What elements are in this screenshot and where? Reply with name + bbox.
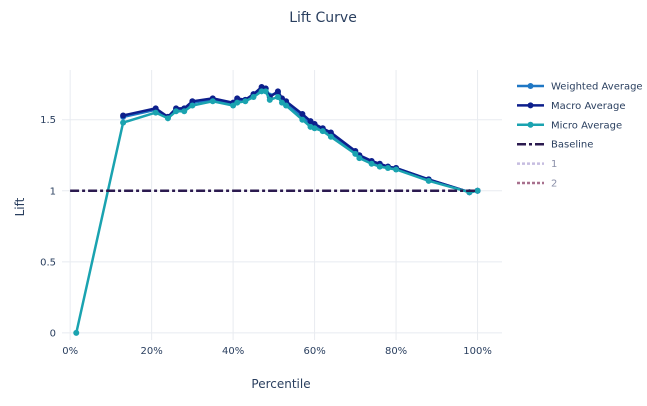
data-point bbox=[368, 160, 375, 167]
x-tick-label: 40% bbox=[222, 346, 244, 357]
data-point bbox=[73, 329, 80, 336]
legend-label: Baseline bbox=[551, 140, 593, 151]
data-point bbox=[250, 94, 257, 100]
data-point bbox=[120, 112, 127, 119]
legend-marker bbox=[527, 121, 534, 128]
y-tick-label: 1 bbox=[50, 186, 56, 197]
legend-item[interactable]: Weighted Average bbox=[517, 82, 643, 93]
data-point bbox=[283, 102, 290, 109]
data-point bbox=[384, 165, 391, 172]
data-point bbox=[327, 133, 334, 140]
data-point bbox=[242, 98, 249, 105]
legend-item[interactable]: Micro Average bbox=[517, 120, 622, 131]
data-point bbox=[120, 119, 127, 126]
chart-title: Lift Curve bbox=[289, 10, 357, 26]
legend-label: Macro Average bbox=[551, 101, 626, 112]
data-point bbox=[262, 88, 269, 95]
series-layer bbox=[70, 84, 481, 336]
data-point bbox=[299, 111, 306, 118]
data-point bbox=[393, 166, 400, 173]
data-point bbox=[319, 128, 326, 135]
data-point bbox=[152, 109, 159, 116]
data-point bbox=[173, 108, 180, 115]
data-point bbox=[189, 102, 196, 109]
data-point bbox=[274, 88, 281, 95]
data-point bbox=[274, 94, 281, 100]
data-point bbox=[266, 96, 273, 103]
data-point bbox=[327, 129, 334, 136]
series-micro-average bbox=[73, 88, 481, 336]
legend-label: 2 bbox=[551, 179, 557, 190]
legend-item[interactable]: Baseline bbox=[517, 140, 593, 151]
y-tick-label: 1.5 bbox=[40, 115, 56, 126]
legend-label: Micro Average bbox=[551, 120, 622, 131]
data-point bbox=[209, 98, 216, 105]
legend-item[interactable]: Macro Average bbox=[517, 101, 626, 112]
x-tick-label: 60% bbox=[303, 346, 325, 357]
legend-item[interactable]: 1 bbox=[517, 159, 557, 170]
data-point bbox=[356, 155, 363, 162]
data-point bbox=[311, 125, 318, 132]
data-point bbox=[181, 108, 188, 115]
data-point bbox=[474, 187, 481, 194]
legend-marker bbox=[527, 83, 534, 89]
data-point bbox=[376, 163, 383, 170]
x-tick-label: 20% bbox=[141, 346, 163, 357]
x-tick-label: 80% bbox=[385, 346, 407, 357]
legend-label: 1 bbox=[551, 159, 557, 170]
y-tick-label: 0.5 bbox=[40, 257, 56, 268]
x-axis-title: Percentile bbox=[251, 377, 310, 391]
data-point bbox=[425, 177, 432, 184]
data-point bbox=[164, 115, 171, 122]
legend-label: Weighted Average bbox=[551, 82, 643, 93]
tick-labels: 0% 20% 40% 60% 80% 100% 0 0.5 1 1.5 bbox=[40, 115, 492, 357]
data-point bbox=[189, 98, 196, 105]
data-point bbox=[152, 105, 159, 112]
data-point bbox=[352, 150, 359, 157]
legend-item[interactable]: 2 bbox=[517, 179, 557, 190]
x-tick-label: 100% bbox=[463, 346, 492, 357]
y-tick-label: 0 bbox=[50, 328, 56, 339]
x-tick-label: 0% bbox=[62, 346, 78, 357]
legend[interactable]: Weighted Average Macro Average Micro Avera… bbox=[517, 82, 643, 190]
y-axis-title: Lift bbox=[13, 197, 27, 216]
legend-marker bbox=[527, 102, 534, 109]
data-point bbox=[299, 116, 306, 123]
data-point bbox=[234, 95, 241, 102]
data-point bbox=[234, 99, 241, 106]
